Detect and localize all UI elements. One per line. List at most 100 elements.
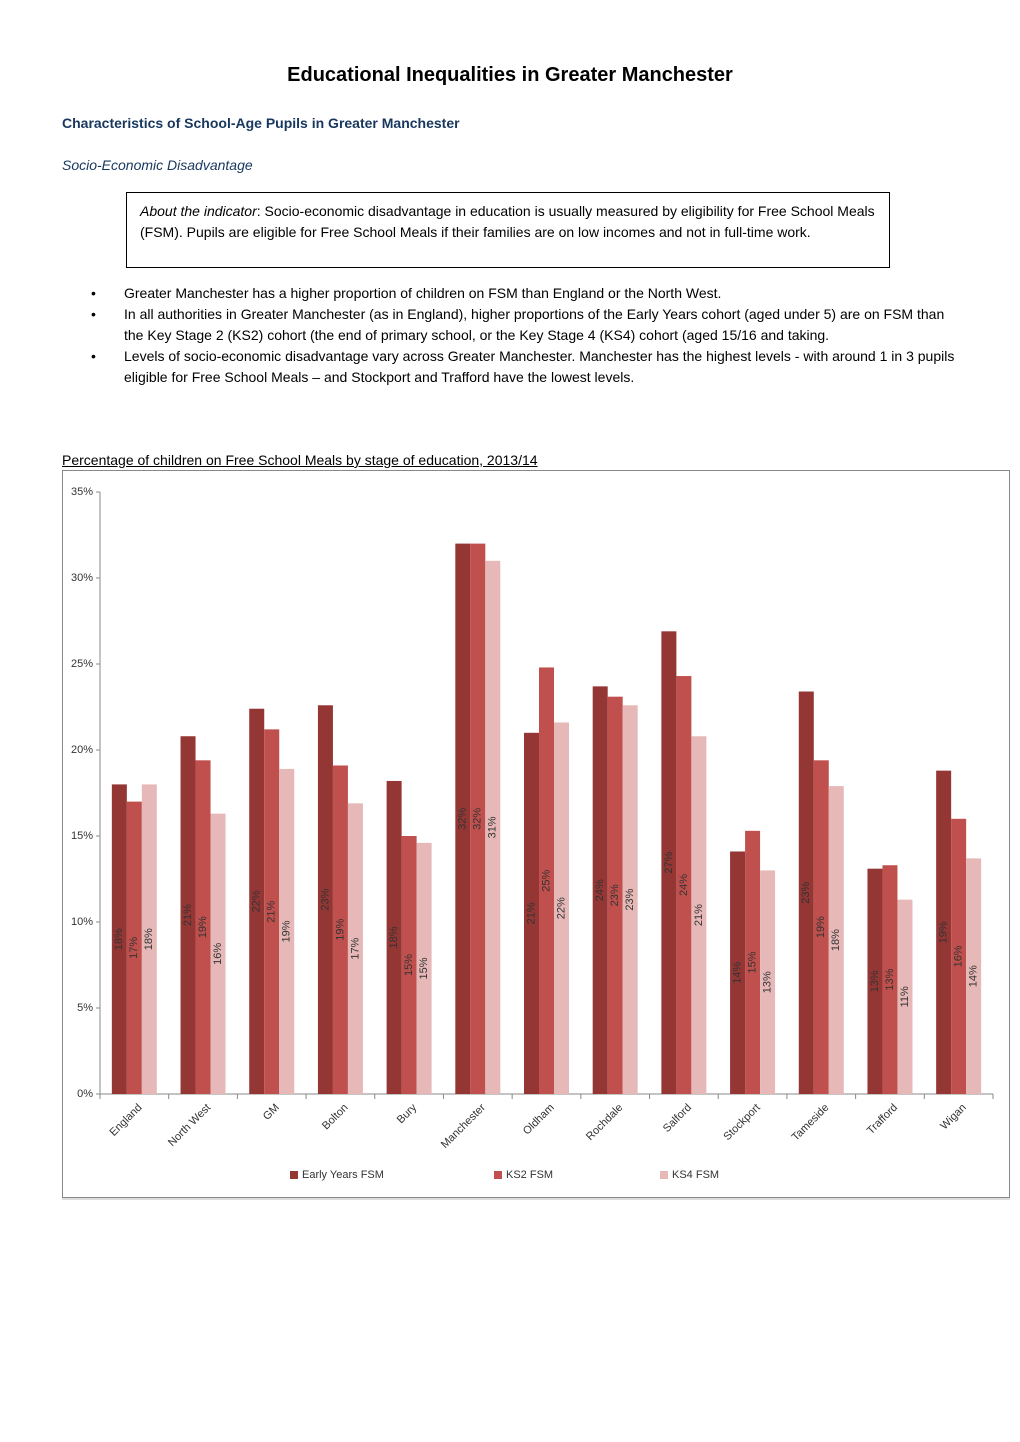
value-label: 24%	[594, 879, 606, 901]
bar	[539, 667, 554, 1094]
bar	[141, 784, 157, 1094]
bar	[401, 836, 417, 1094]
bar	[416, 842, 432, 1094]
value-label: 23%	[609, 884, 621, 906]
value-label: 18%	[830, 929, 842, 951]
value-label: 21%	[525, 902, 537, 924]
value-label: 19%	[938, 921, 950, 943]
value-label: 19%	[815, 916, 827, 938]
value-label: 23%	[319, 888, 331, 910]
bar	[828, 786, 844, 1094]
bar	[882, 865, 898, 1094]
value-label: 13%	[869, 970, 881, 992]
bar	[455, 543, 471, 1094]
value-label: 17%	[349, 937, 361, 959]
legend-label: KS2 FSM	[506, 1169, 553, 1181]
bar	[210, 813, 226, 1094]
bullet: Greater Manchester has a higher proporti…	[86, 283, 966, 304]
bar	[347, 803, 363, 1094]
y-tick-label: 30%	[71, 572, 93, 584]
heading: Characteristics of School-Age Pupils in …	[62, 115, 460, 131]
value-label: 27%	[663, 851, 675, 873]
bar	[966, 858, 982, 1094]
bullet: In all authorities in Greater Manchester…	[86, 304, 966, 346]
bar	[195, 760, 211, 1094]
value-label: 13%	[884, 968, 896, 990]
bar	[592, 686, 608, 1094]
value-label: 22%	[251, 890, 263, 912]
bar	[622, 705, 638, 1094]
value-label: 23%	[624, 888, 636, 910]
bar	[180, 736, 196, 1094]
bar	[798, 691, 814, 1094]
value-label: 15%	[418, 957, 430, 979]
value-label: 18%	[143, 928, 155, 950]
y-tick-label: 15%	[71, 830, 93, 842]
info-text: : Socio-economic disadvantage in educati…	[140, 203, 875, 240]
y-tick-label: 0%	[77, 1088, 93, 1100]
document-title: Educational Inequalities in Greater Manc…	[287, 64, 733, 86]
legend-label: Early Years FSM	[302, 1169, 384, 1181]
bar	[813, 760, 829, 1094]
bar	[332, 765, 348, 1094]
value-label: 18%	[388, 926, 400, 948]
value-label: 24%	[678, 874, 690, 896]
bar	[691, 736, 707, 1094]
bar	[470, 543, 486, 1094]
bar	[386, 780, 402, 1094]
value-label: 15%	[403, 954, 415, 976]
y-tick-label: 35%	[71, 486, 93, 498]
value-label: 31%	[487, 816, 499, 838]
bar	[936, 770, 952, 1094]
value-label: 19%	[281, 920, 293, 942]
bar	[730, 851, 746, 1094]
info-label: About the indicator	[140, 203, 257, 219]
bar	[867, 868, 883, 1094]
info-box: About the indicator: Socio-economic disa…	[126, 192, 890, 268]
bullet-list: Greater Manchester has a higher proporti…	[86, 283, 966, 388]
bar	[524, 732, 539, 1094]
bar	[111, 784, 127, 1094]
value-label: 13%	[761, 971, 773, 993]
value-label: 16%	[953, 945, 965, 967]
value-label: 22%	[555, 897, 567, 919]
bar	[661, 631, 677, 1094]
y-tick-label: 10%	[71, 916, 93, 928]
y-tick-label: 25%	[71, 658, 93, 670]
value-label: 15%	[746, 951, 758, 973]
value-label: 18%	[113, 928, 125, 950]
chart-caption: Percentage of children on Free School Me…	[62, 452, 538, 468]
value-label: 25%	[540, 870, 552, 892]
value-label: 23%	[800, 882, 812, 904]
bar	[951, 818, 967, 1094]
section-title: Socio-Economic Disadvantage	[62, 157, 253, 173]
value-label: 21%	[693, 904, 705, 926]
legend-marker	[290, 1171, 298, 1179]
value-label: 14%	[731, 962, 743, 984]
bar	[485, 560, 501, 1094]
legend-marker	[494, 1171, 502, 1179]
y-tick-label: 20%	[71, 744, 93, 756]
value-label: 17%	[128, 937, 140, 959]
value-label: 21%	[182, 904, 194, 926]
bar	[607, 696, 623, 1094]
value-label: 16%	[212, 943, 224, 965]
legend-label: KS4 FSM	[672, 1169, 719, 1181]
value-label: 11%	[899, 986, 911, 1007]
y-tick-label: 5%	[77, 1002, 93, 1014]
bar	[760, 870, 776, 1094]
value-label: 19%	[197, 916, 209, 938]
value-label: 32%	[457, 808, 469, 830]
bar	[126, 801, 142, 1094]
bar	[279, 768, 295, 1094]
bar	[317, 705, 333, 1094]
bar	[249, 708, 265, 1094]
bar	[264, 729, 280, 1094]
value-label: 21%	[266, 900, 278, 922]
legend-marker	[660, 1171, 668, 1179]
bar	[897, 899, 913, 1094]
value-label: 14%	[968, 965, 980, 987]
value-label: 32%	[472, 808, 484, 830]
